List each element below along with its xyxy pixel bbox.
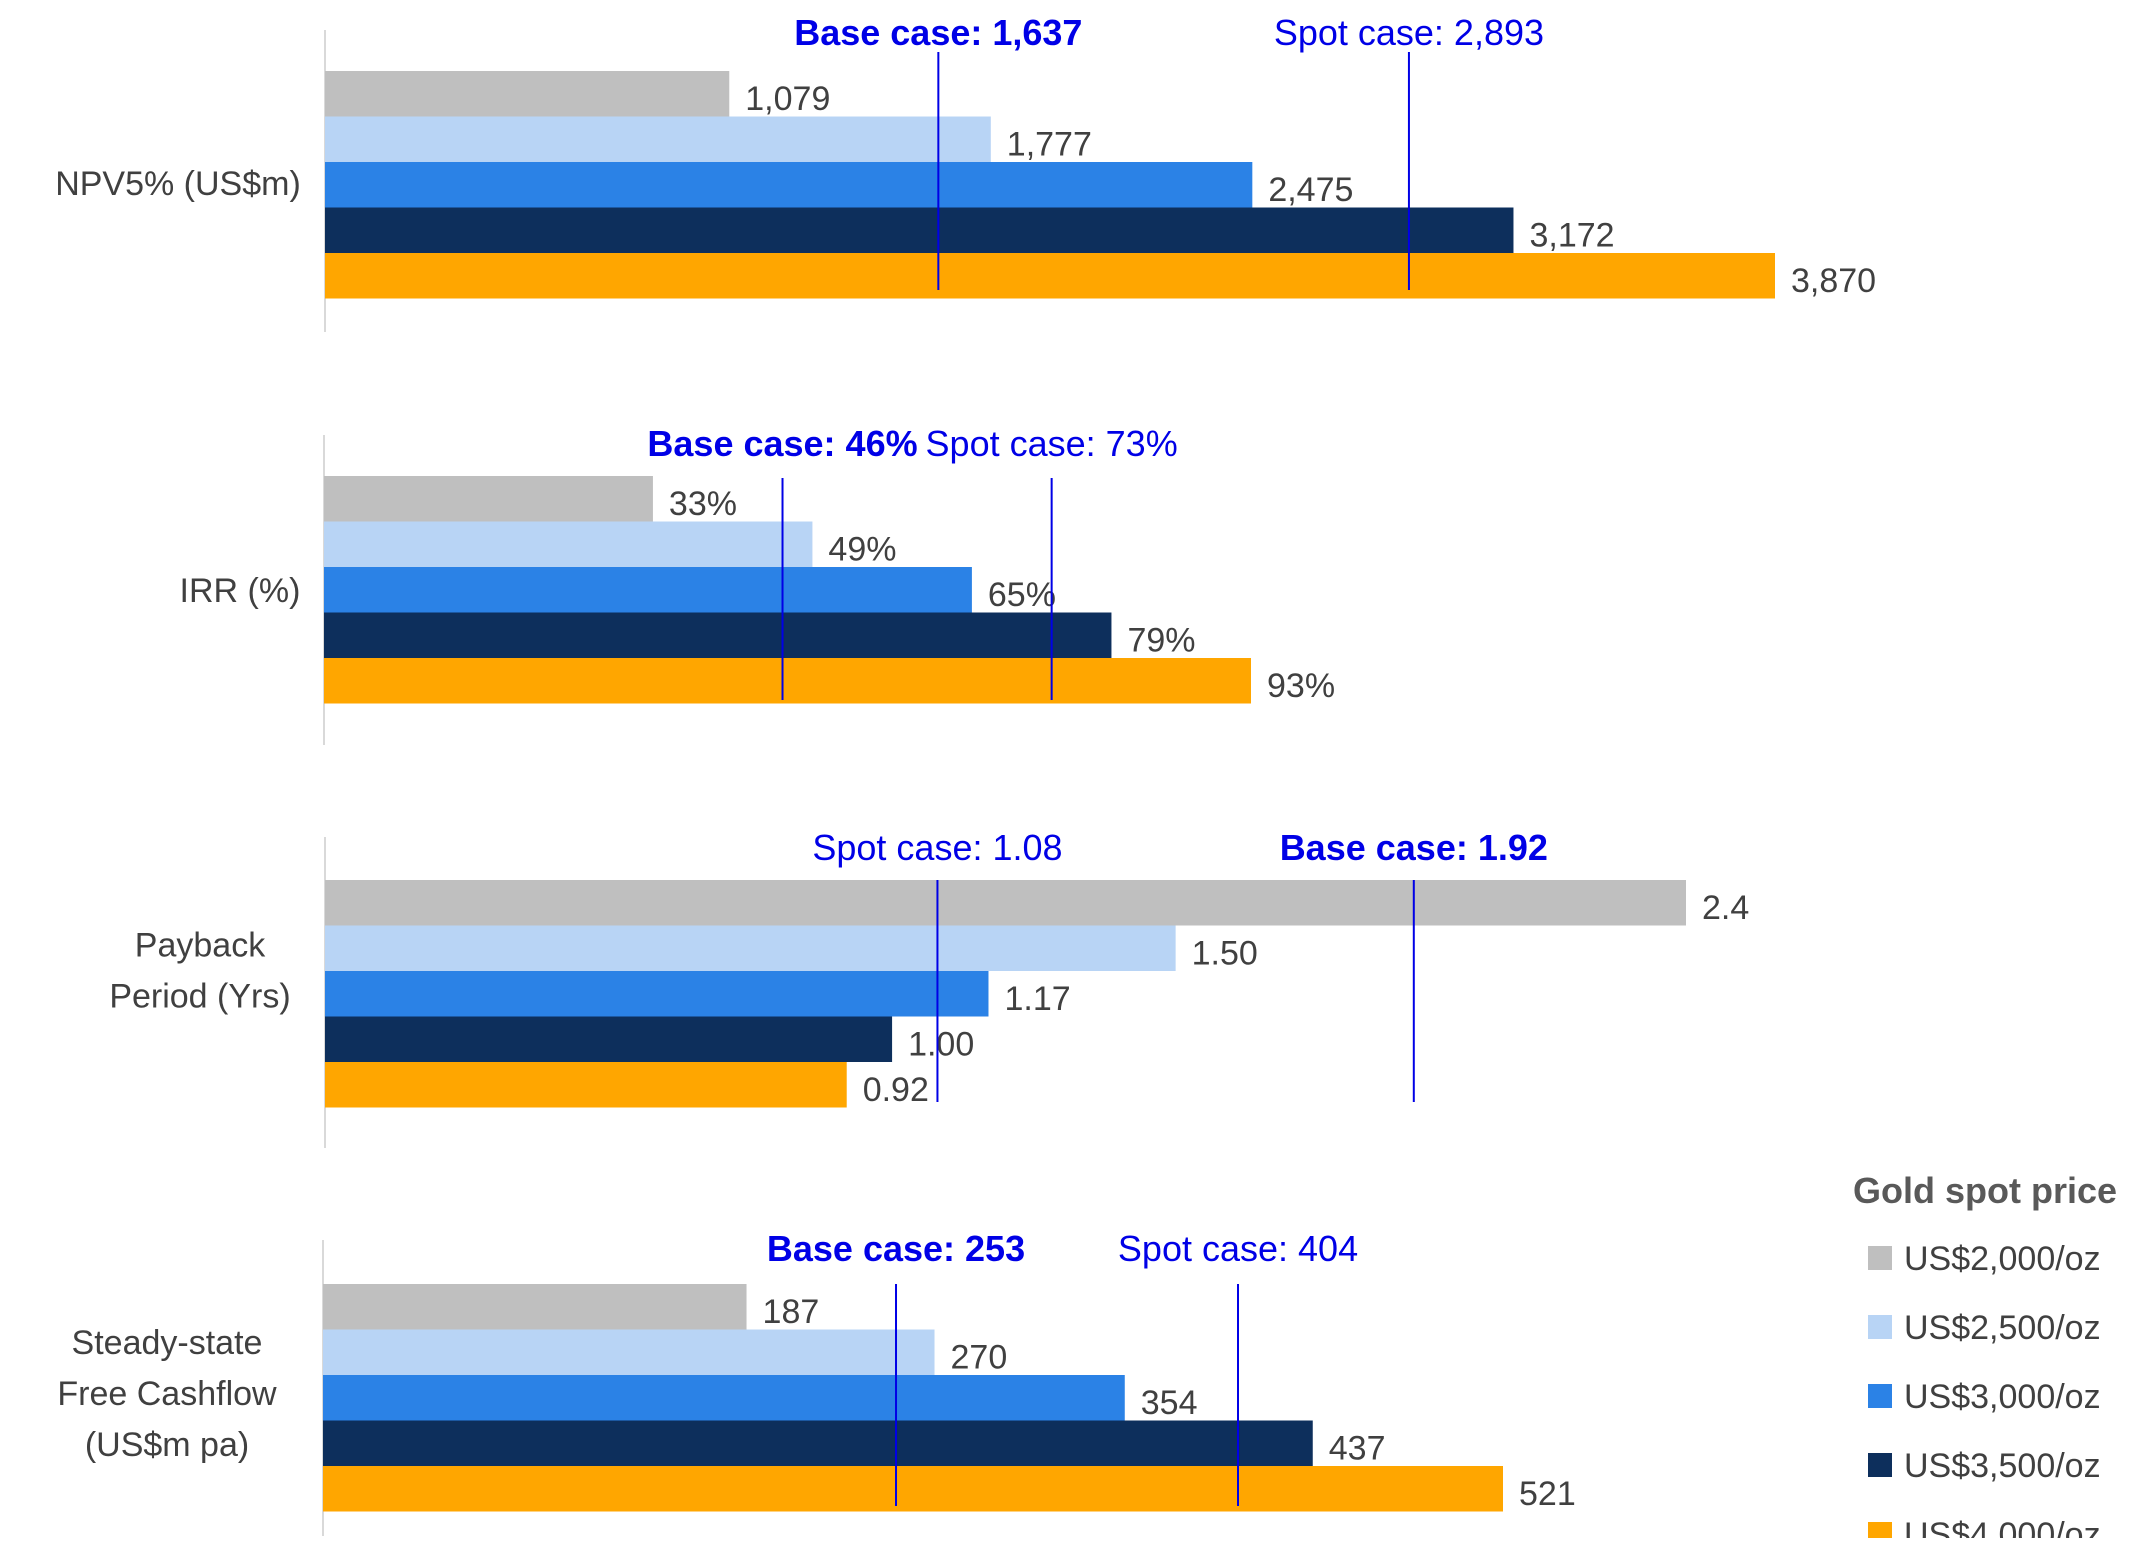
bar [325, 116, 991, 162]
value-label: 1.00 [908, 1025, 974, 1063]
spot-case-label: Spot case: 1.08 [812, 827, 1062, 868]
base-case-label: Base case: 46% [647, 423, 917, 464]
value-label: 65% [988, 576, 1056, 614]
value-label: 1.50 [1192, 934, 1258, 972]
category-label: Period (Yrs) [109, 978, 290, 1016]
bar [324, 567, 972, 613]
bar [324, 521, 813, 567]
bar [323, 1284, 747, 1330]
value-label: 79% [1127, 621, 1195, 659]
bar [324, 476, 653, 522]
legend-swatch [1868, 1453, 1892, 1477]
bar [325, 1016, 893, 1062]
legend-title: Gold spot price [1853, 1170, 2117, 1211]
bar [324, 658, 1251, 704]
legend-label: US$2,000/oz [1904, 1240, 2101, 1278]
bar [324, 612, 1112, 658]
spot-case-label: Spot case: 2,893 [1274, 12, 1544, 53]
value-label: 1.17 [1004, 980, 1070, 1018]
value-label: 49% [828, 530, 896, 568]
spot-case-label: Spot case: 73% [926, 423, 1178, 464]
bar [325, 1062, 847, 1108]
legend-label: US$3,000/oz [1904, 1378, 2101, 1416]
bar [323, 1329, 935, 1375]
category-label: NPV5% (US$m) [55, 165, 301, 203]
category-label: Payback [135, 927, 266, 965]
value-label: 1,079 [745, 80, 830, 118]
legend-label: US$2,500/oz [1904, 1309, 2101, 1347]
base-case-label: Base case: 1,637 [794, 12, 1082, 53]
bar [325, 162, 1253, 208]
value-label: 93% [1267, 667, 1335, 705]
bar [325, 253, 1775, 299]
value-label: 270 [951, 1338, 1008, 1376]
value-label: 33% [669, 485, 737, 523]
spot-case-label: Spot case: 404 [1118, 1228, 1358, 1269]
value-label: 521 [1519, 1475, 1576, 1513]
bar [325, 971, 989, 1017]
value-label: 437 [1329, 1429, 1386, 1467]
category-label: IRR (%) [180, 572, 301, 610]
bar [325, 925, 1176, 971]
bar [323, 1375, 1125, 1421]
category-label: Steady-state [72, 1324, 263, 1362]
value-label: 1,777 [1007, 125, 1092, 163]
value-label: 0.92 [863, 1071, 929, 1109]
value-label: 354 [1141, 1384, 1198, 1422]
bar [323, 1466, 1503, 1512]
value-label: 3,172 [1529, 216, 1614, 254]
legend-swatch [1868, 1315, 1892, 1339]
bar [325, 71, 730, 117]
bar [325, 880, 1686, 926]
legend-label: US$4,000/oz [1904, 1516, 2101, 1538]
legend-label: US$3,500/oz [1904, 1447, 2101, 1485]
bar [323, 1420, 1313, 1466]
legend-swatch [1868, 1522, 1892, 1543]
bar [325, 207, 1514, 253]
value-label: 2,475 [1268, 171, 1353, 209]
value-label: 2.4 [1702, 889, 1749, 927]
legend-swatch [1868, 1246, 1892, 1270]
category-label: Free Cashflow [57, 1375, 277, 1413]
base-case-label: Base case: 253 [767, 1228, 1025, 1269]
value-label: 3,870 [1791, 262, 1876, 300]
legend-swatch [1868, 1384, 1892, 1408]
value-label: 187 [763, 1293, 820, 1331]
base-case-label: Base case: 1.92 [1280, 827, 1548, 868]
category-label: (US$m pa) [85, 1426, 249, 1464]
